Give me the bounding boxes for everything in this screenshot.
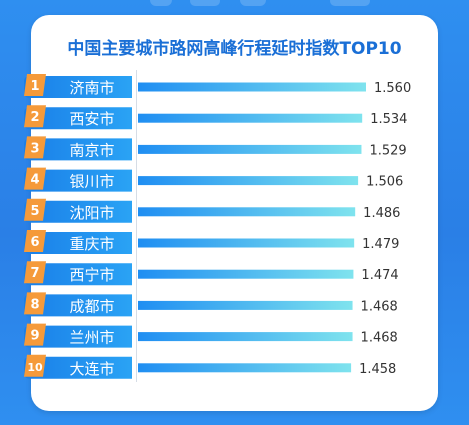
value-label: 1.479 (362, 237, 399, 252)
rank-number: 9 (30, 329, 39, 344)
rank-number: 4 (30, 173, 39, 188)
rank-number: 6 (30, 235, 39, 250)
city-label-pill (24, 294, 132, 317)
rank-badge (24, 323, 46, 346)
bar (138, 363, 352, 373)
city-label-pill (24, 107, 132, 130)
bar (138, 82, 366, 92)
rank-number: 1 (30, 79, 39, 94)
city-label-pill (24, 200, 132, 223)
rank-badge (24, 292, 46, 315)
rank-badge (24, 167, 46, 190)
bar (138, 144, 362, 154)
city-label-pill (24, 169, 132, 192)
bar (138, 300, 353, 310)
rank-number: 3 (30, 141, 39, 156)
value-label: 1.486 (363, 206, 400, 221)
city-label-pill (24, 76, 132, 98)
rank-number: 2 (30, 110, 39, 125)
value-label: 1.458 (359, 362, 396, 377)
city-label: 成都市 (69, 297, 114, 315)
background-tile (150, 0, 172, 6)
bar (138, 238, 355, 248)
city-label-pill (24, 356, 132, 379)
city-label: 重庆市 (69, 235, 114, 253)
background-tile (240, 0, 266, 6)
rank-badge (24, 230, 46, 252)
city-label: 西宁市 (69, 266, 114, 284)
city-label-pill (24, 232, 132, 254)
rank-number: 10 (27, 361, 43, 374)
bar (138, 176, 359, 186)
value-label: 1.468 (361, 299, 398, 314)
value-label: 1.468 (361, 331, 398, 346)
value-label: 1.506 (366, 175, 403, 190)
city-label: 大连市 (69, 360, 114, 378)
background-tile (330, 0, 370, 6)
rank-badge (24, 354, 46, 377)
bar (138, 113, 363, 123)
rank-badge (24, 105, 46, 128)
rank-badge (24, 198, 46, 221)
city-label: 兰州市 (69, 329, 114, 347)
city-label-pill (24, 325, 132, 348)
city-label-pill (24, 263, 132, 286)
chart-title: 中国主要城市路网高峰行程延时指数TOP10 (67, 39, 402, 59)
rank-number: 8 (30, 297, 39, 312)
city-label-pill (24, 138, 132, 161)
rank-badge (24, 74, 46, 96)
axis-divider (136, 70, 137, 382)
rank-number: 7 (30, 266, 39, 281)
city-label: 沈阳市 (69, 204, 114, 222)
rank-badge (24, 261, 46, 284)
value-label: 1.529 (369, 143, 406, 158)
rank-number: 5 (30, 204, 39, 219)
city-label: 银川市 (69, 173, 114, 191)
city-label: 南京市 (69, 141, 114, 159)
bar (138, 207, 356, 217)
rank-badge (24, 136, 46, 159)
background-tile (190, 0, 220, 6)
value-label: 1.474 (361, 268, 398, 283)
city-label: 济南市 (69, 79, 114, 97)
value-label: 1.560 (374, 81, 411, 96)
bar (138, 269, 354, 279)
city-label: 西安市 (69, 110, 114, 128)
value-label: 1.534 (370, 112, 407, 127)
bar (138, 332, 353, 342)
